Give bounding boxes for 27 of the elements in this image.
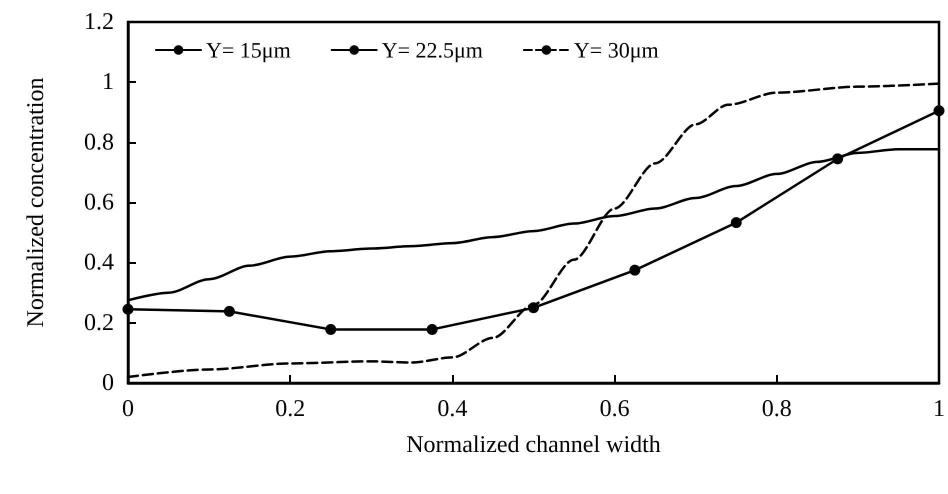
y-tick-label: 0.6: [84, 190, 114, 216]
point: [934, 105, 944, 116]
x-tick-label: 0: [122, 396, 134, 422]
y-tick-label: 0.4: [84, 250, 114, 276]
point: [730, 217, 742, 228]
x-tick-label: 1: [933, 396, 945, 422]
x-tick-label: 0.4: [437, 396, 468, 422]
point: [629, 264, 640, 276]
y-axis-title: Normalized concentration: [23, 78, 49, 328]
x-tick-label: 0.6: [600, 396, 630, 422]
x-tick-label: 0.8: [762, 396, 792, 422]
point: [528, 302, 539, 314]
x-axis-title: Normalized channel width: [406, 432, 661, 458]
point: [325, 324, 336, 335]
y-tick-label: 1: [102, 69, 114, 96]
point: [426, 324, 438, 335]
y-tick-label: 0.8: [84, 129, 114, 156]
legend-label: Y= 30μm: [574, 38, 659, 62]
y-tick-label: 0.2: [84, 310, 114, 336]
y-tick-label: 0: [102, 370, 114, 396]
x-tick-label: 0.2: [275, 396, 306, 422]
point: [832, 153, 844, 164]
point: [122, 304, 134, 315]
legend-label: Y= 22.5μm: [382, 38, 483, 62]
y-tick-label: 1.2: [84, 9, 114, 35]
point: [224, 306, 235, 317]
legend-label: Y= 15μm: [206, 38, 291, 62]
